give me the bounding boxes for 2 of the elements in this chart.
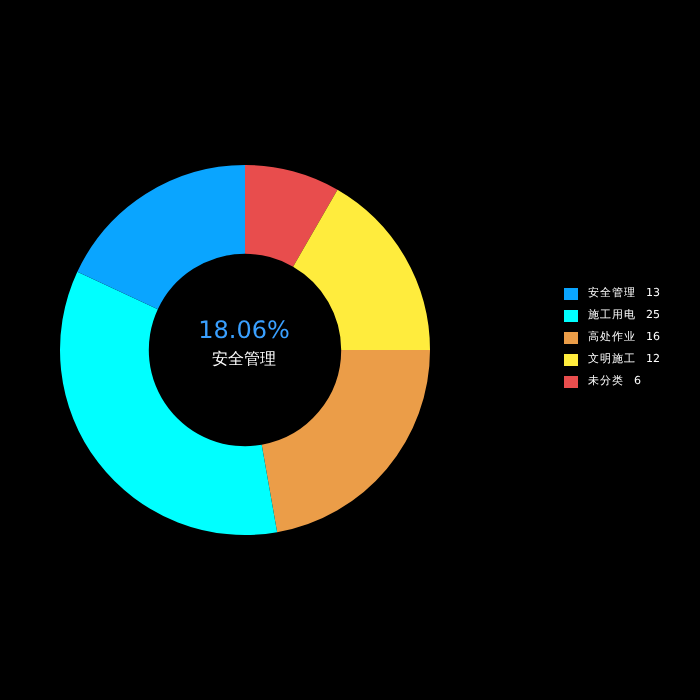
text: 安全管理 [210,348,278,370]
text: 18.06% [196,316,292,344]
